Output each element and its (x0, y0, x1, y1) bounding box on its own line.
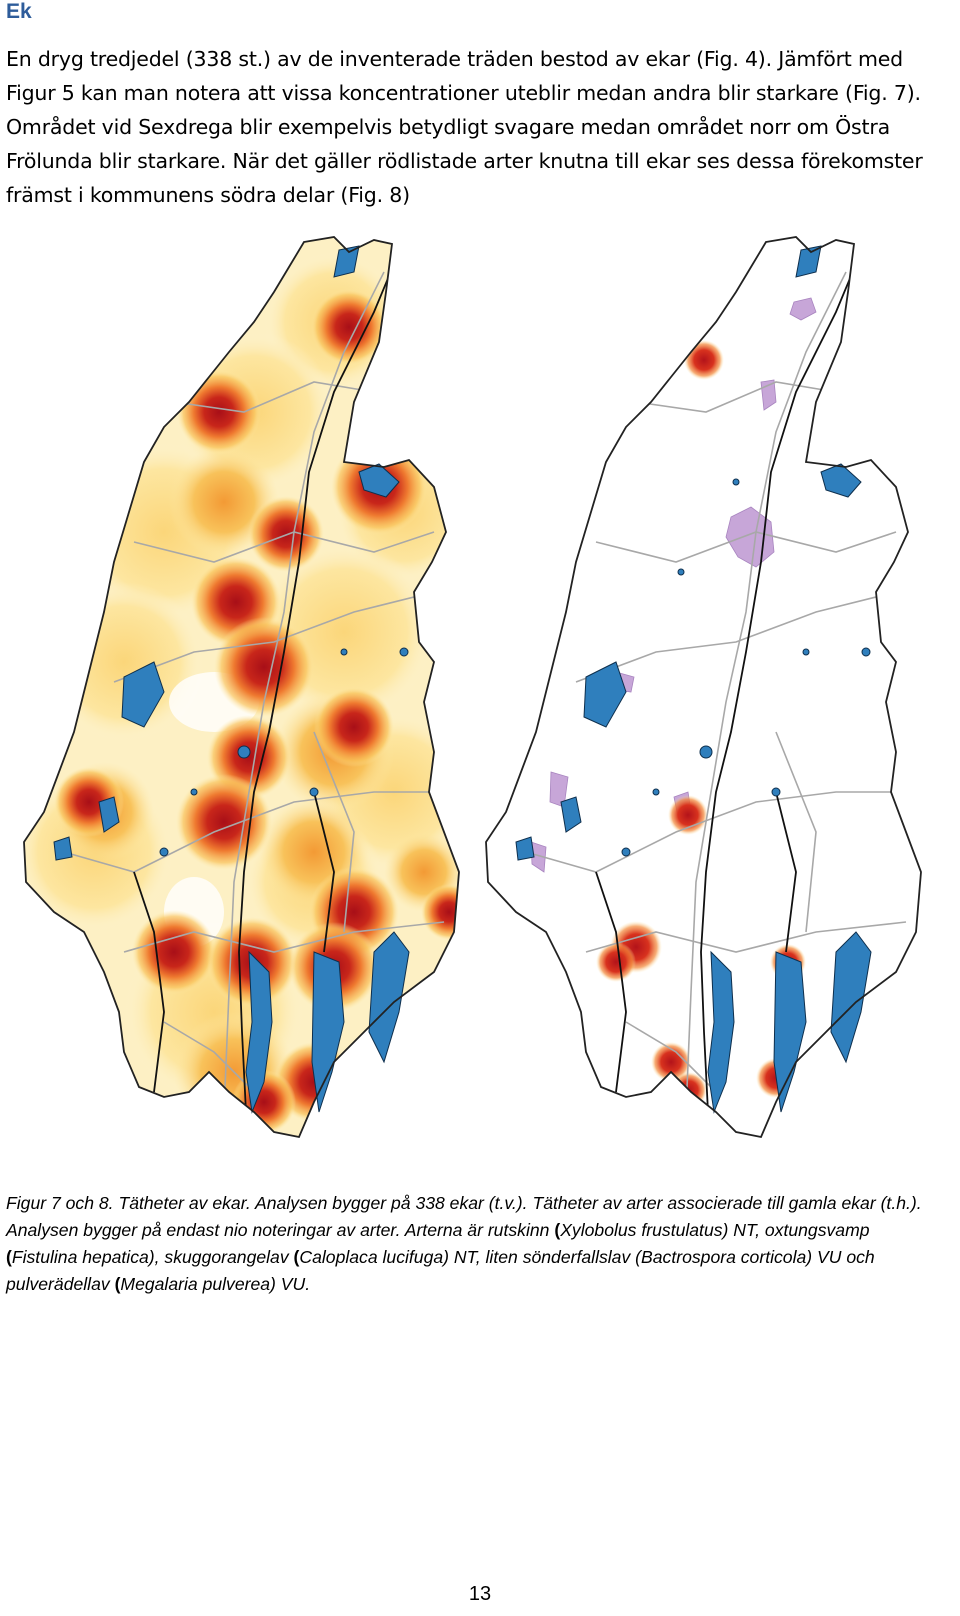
species-density-map (485, 236, 922, 1139)
oak-density-map (23, 236, 460, 1139)
figure-caption: Figur 7 och 8. Tätheter av ekar. Analyse… (6, 1190, 936, 1298)
caption-paren-2: ( (6, 1247, 12, 1267)
section-heading: Ek (6, 0, 32, 23)
figure-maps (14, 232, 944, 1146)
page-number: 13 (468, 1583, 492, 1605)
caption-text-3: Fistulina hepatica), skuggorangelav (11, 1247, 294, 1267)
caption-paren-4: ( (114, 1274, 121, 1294)
caption-text-5: Megalaria pulverea) VU. (120, 1274, 311, 1294)
caption-paren-1: ( (554, 1220, 561, 1240)
caption-text-2: Xylobolus frustulatus) NT, oxtungsvamp (560, 1220, 870, 1240)
caption-text-1: Figur 7 och 8. Tätheter av ekar. Analyse… (6, 1193, 922, 1240)
caption-text-4: Caloplaca lucifuga) NT, liten sönderfall… (6, 1247, 875, 1294)
body-paragraph: En dryg tredjedel (338 st.) av de invent… (6, 47, 923, 207)
caption-paren-3: ( (293, 1247, 300, 1267)
